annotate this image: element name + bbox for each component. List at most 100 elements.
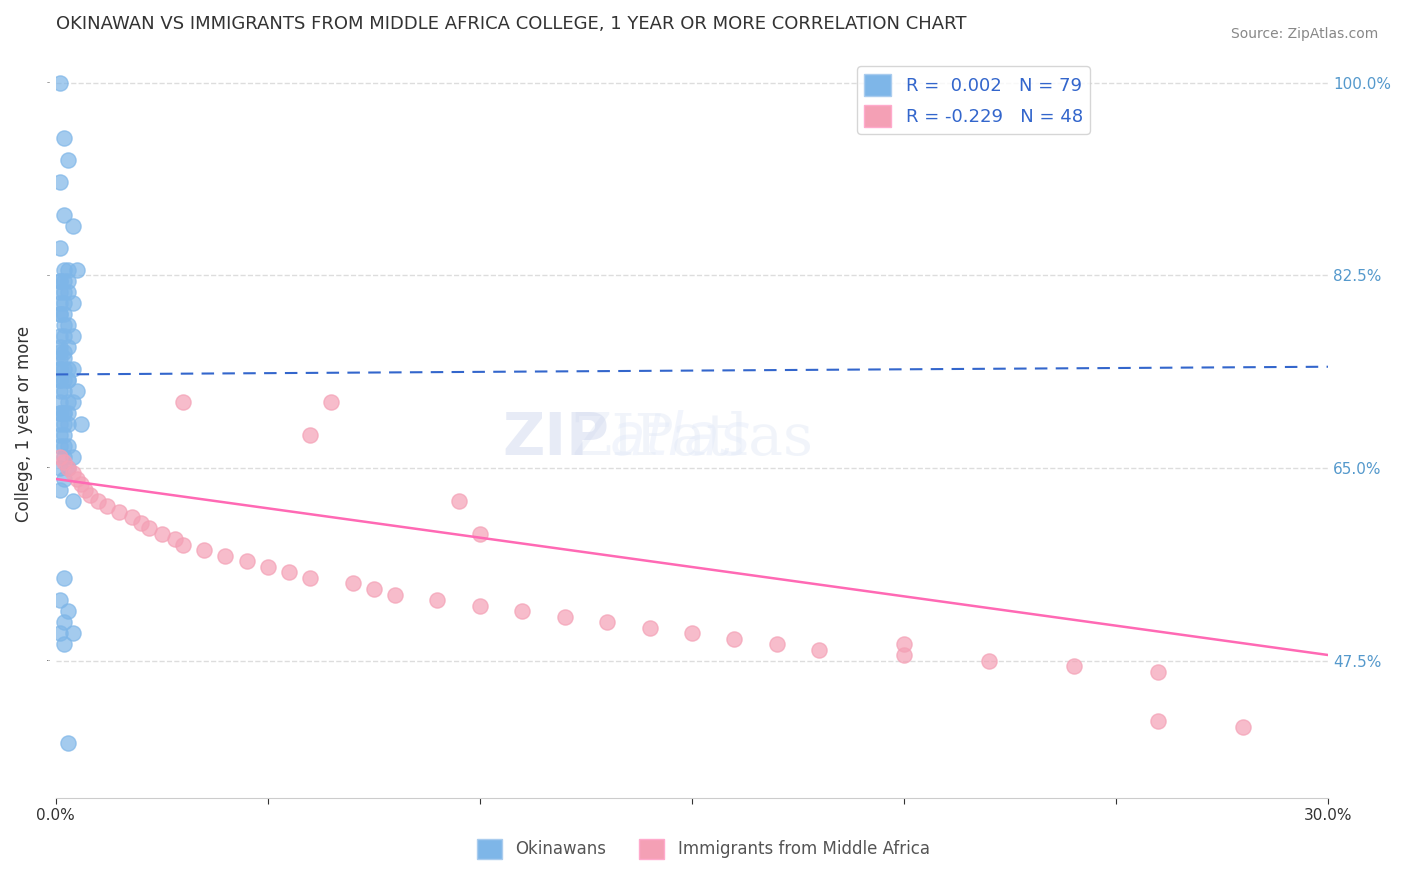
Point [49, 351, 72, 365]
Point [58, 604, 80, 618]
Point [53, 455, 76, 469]
Point [214, 549, 236, 563]
Point [62, 329, 84, 343]
Point [1232, 720, 1254, 734]
Point [299, 571, 322, 585]
Text: atlas: atlas [609, 410, 751, 467]
Point [363, 582, 385, 596]
Point [53, 296, 76, 310]
Point [62, 626, 84, 640]
Point [299, 428, 322, 442]
Point [58, 153, 80, 167]
Point [893, 648, 915, 662]
Y-axis label: College, 1 year or more: College, 1 year or more [15, 326, 32, 522]
Text: Source: ZipAtlas.com: Source: ZipAtlas.com [1230, 27, 1378, 41]
Point [58, 274, 80, 288]
Point [62, 219, 84, 233]
Point [58, 373, 80, 387]
Point [58, 736, 80, 750]
Point [235, 554, 257, 568]
Point [87, 494, 110, 508]
Point [765, 637, 787, 651]
Point [49, 329, 72, 343]
Point [66, 472, 89, 486]
Point [49, 307, 72, 321]
Point [554, 609, 576, 624]
Point [49, 417, 72, 431]
Point [723, 632, 745, 646]
Point [108, 505, 131, 519]
Point [49, 274, 72, 288]
Point [49, 428, 72, 442]
Point [53, 208, 76, 222]
Point [49, 76, 72, 90]
Point [53, 318, 76, 332]
Point [53, 472, 76, 486]
Point [342, 576, 364, 591]
Point [53, 571, 76, 585]
Point [62, 362, 84, 376]
Point [58, 340, 80, 354]
Point [384, 587, 406, 601]
Point [53, 428, 76, 442]
Point [53, 263, 76, 277]
Point [53, 450, 76, 464]
Point [447, 494, 470, 508]
Point [58, 439, 80, 453]
Point [49, 296, 72, 310]
Point [121, 510, 143, 524]
Point [58, 285, 80, 299]
Point [62, 296, 84, 310]
Point [49, 406, 72, 420]
Point [193, 543, 215, 558]
Point [510, 604, 533, 618]
Point [62, 467, 84, 481]
Point [49, 373, 72, 387]
Point [321, 395, 343, 409]
Point [58, 263, 80, 277]
Point [62, 494, 84, 508]
Point [49, 307, 72, 321]
Point [58, 417, 80, 431]
Point [58, 395, 80, 409]
Point [58, 461, 80, 475]
Point [172, 395, 194, 409]
Point [96, 500, 118, 514]
Point [66, 384, 89, 398]
Point [58, 373, 80, 387]
Point [62, 395, 84, 409]
Text: ZIP: ZIP [502, 410, 609, 467]
Point [172, 538, 194, 552]
Point [1147, 665, 1170, 679]
Point [53, 615, 76, 629]
Point [426, 593, 449, 607]
Point [1063, 659, 1085, 673]
Point [638, 620, 661, 634]
Legend: Okinawans, Immigrants from Middle Africa: Okinawans, Immigrants from Middle Africa [470, 832, 936, 866]
Point [49, 450, 72, 464]
Point [53, 351, 76, 365]
Point [49, 175, 72, 189]
Point [53, 406, 76, 420]
Legend: R =  0.002   N = 79, R = -0.229   N = 48: R = 0.002 N = 79, R = -0.229 N = 48 [858, 66, 1090, 134]
Point [53, 329, 76, 343]
Text: OKINAWAN VS IMMIGRANTS FROM MIDDLE AFRICA COLLEGE, 1 YEAR OR MORE CORRELATION CH: OKINAWAN VS IMMIGRANTS FROM MIDDLE AFRIC… [56, 15, 966, 33]
Point [468, 599, 491, 613]
Point [79, 488, 101, 502]
Point [49, 345, 72, 359]
Point [49, 406, 72, 420]
Point [53, 274, 76, 288]
Point [49, 626, 72, 640]
Point [66, 263, 89, 277]
Point [49, 395, 72, 409]
Point [53, 345, 76, 359]
Point [150, 527, 173, 541]
Point [49, 362, 72, 376]
Point [977, 653, 1000, 667]
Point [468, 527, 491, 541]
Point [70, 417, 93, 431]
Point [53, 637, 76, 651]
Point [49, 340, 72, 354]
Point [70, 477, 93, 491]
Point [681, 626, 703, 640]
